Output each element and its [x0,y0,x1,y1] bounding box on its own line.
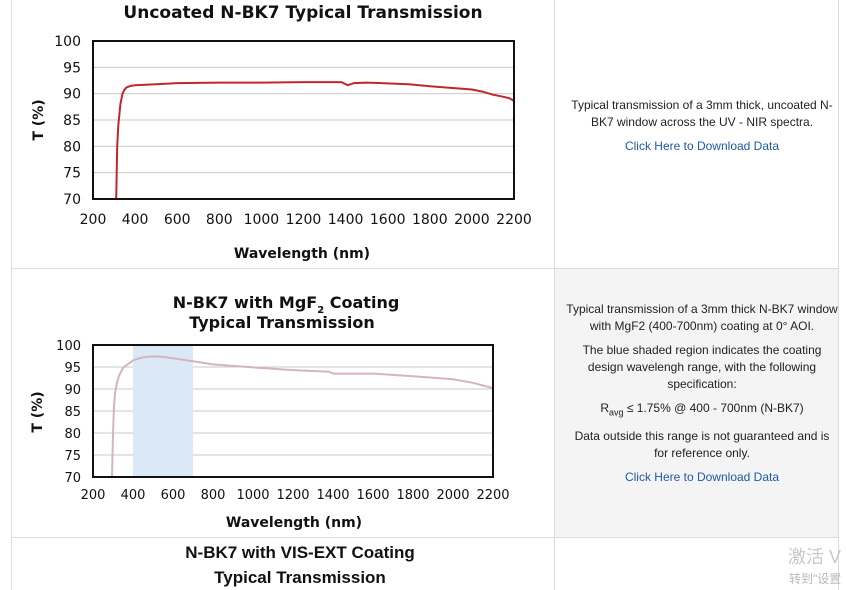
x-tick-label: 2000 [436,488,469,503]
y-tick-label: 80 [64,427,81,442]
y-tick-label: 100 [54,34,81,50]
x-tick-label: 1400 [316,488,349,503]
y-tick-label: 100 [56,339,81,354]
y-tick-label: 85 [63,113,81,129]
row3-chart-title: N-BK7 with VIS-EXT Coating Typical Trans… [140,540,460,590]
y-tick-labels: 70 75 80 85 90 95 100 [56,339,81,486]
x-tick-label: 800 [201,488,226,503]
table-border-middle [554,0,555,590]
chart-grid [93,40,514,200]
x-tick-label: 1600 [356,488,389,503]
uncoated-transmission-chart: Uncoated N-BK7 Typical Transmission 70 75… [31,3,532,262]
y-tick-label: 90 [64,383,81,398]
x-tick-label: 2200 [476,488,509,503]
x-tick-label: 1600 [370,212,406,228]
x-axis-label: Wavelength (nm) [234,246,370,262]
spec-r: R [600,401,609,415]
y-tick-label: 75 [64,449,81,464]
y-tick-label: 95 [63,60,81,76]
x-tick-label: 1000 [244,212,280,228]
row-divider-1 [11,268,838,269]
chart-title: Uncoated N-BK7 Typical Transmission [123,3,482,23]
x-tick-label: 600 [164,212,191,228]
y-tick-label: 75 [63,166,81,182]
download-data-link[interactable]: Click Here to Download Data [624,470,780,485]
row3-title-line2: Typical Transmission [214,568,386,587]
x-axis-label: Wavelength (nm) [226,515,362,531]
row1-description: Typical transmission of a 3mm thick, unc… [566,97,838,162]
x-tick-label: 400 [122,212,149,228]
activation-watermark-sub: 转到"设置 [789,572,842,586]
x-tick-label: 1800 [412,212,448,228]
spec-rest: ≤ 1.75% @ 400 - 700nm (N-BK7) [623,401,804,415]
row2-spec: Ravg ≤ 1.75% @ 400 - 700nm (N-BK7) [566,400,838,421]
mgf2-transmission-chart: N-BK7 with MgF2 Coating Typical Transmis… [30,293,510,531]
x-tick-labels: 200 400 600 800 1000 1200 1400 1600 1800 2000 2200 [81,488,510,503]
plot-frame [92,344,494,478]
y-tick-label: 70 [64,471,81,486]
y-axis-label: T (%) [31,99,47,140]
y-tick-label: 90 [63,87,81,103]
x-tick-label: 1200 [276,488,309,503]
row2-description-background [555,269,838,537]
row-divider-2 [11,537,838,538]
coating-range-shade [133,345,193,477]
spec-subscript: avg [608,407,624,418]
table-border-right [838,0,839,590]
mgf2-transmission-line [111,355,494,478]
row1-description-text: Typical transmission of a 3mm thick, unc… [571,98,833,129]
x-tick-label: 1800 [396,488,429,503]
x-tick-label: 1000 [236,488,269,503]
uncoated-transmission-line [115,81,515,200]
row2-description-text-1: Typical transmission of a 3mm thick N-BK… [566,302,838,333]
x-tick-label: 800 [206,212,233,228]
x-tick-label: 600 [161,488,186,503]
plot-frame [92,40,515,200]
row2-description-text-2: The blue shaded region indicates the coa… [582,343,822,391]
y-tick-label: 70 [63,192,81,208]
chart-title-main: N-BK7 with MgF [173,293,318,312]
y-tick-labels: 70 75 80 85 90 95 100 [54,34,81,208]
x-tick-label: 1200 [286,212,322,228]
x-tick-label: 200 [80,212,107,228]
chart-title-subscript: 2 [317,305,324,316]
y-tick-label: 80 [63,139,81,155]
row3-title-line1: N-BK7 with VIS-EXT Coating [185,543,415,562]
x-tick-labels: 200 400 600 800 1000 1200 1400 1600 1800 2000 2200 [80,212,532,228]
y-axis-label: T (%) [30,391,46,432]
chart-title-rest: Coating [324,293,399,312]
chart-title-line2: Typical Transmission [189,313,375,332]
x-tick-label: 200 [81,488,106,503]
row2-description: Typical transmission of a 3mm thick N-BK… [566,301,838,493]
chart-title-line1: N-BK7 with MgF2 Coating [173,293,400,316]
row2-description-text-3: Data outside this range is not guarantee… [574,429,830,461]
table-border-left [11,0,12,590]
x-tick-label: 1400 [328,212,364,228]
activation-watermark: 激活 V [788,547,842,567]
x-tick-label: 400 [121,488,146,503]
x-tick-label: 2000 [454,212,490,228]
x-tick-label: 2200 [496,212,532,228]
download-data-link[interactable]: Click Here to Download Data [624,139,780,153]
y-tick-label: 95 [64,361,81,376]
y-tick-label: 85 [64,405,81,420]
